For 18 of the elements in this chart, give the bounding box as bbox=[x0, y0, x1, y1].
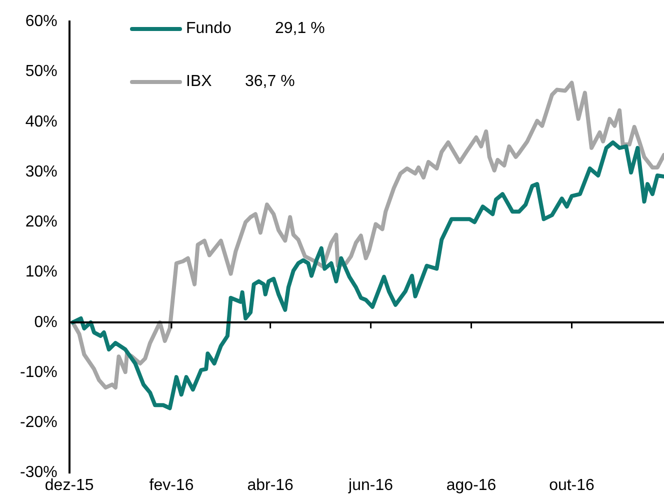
legend-label: Fundo bbox=[186, 20, 232, 38]
y-tick-label: 20% bbox=[25, 214, 58, 231]
y-tick-label: -10% bbox=[20, 364, 58, 381]
y-tick-label: 10% bbox=[25, 264, 58, 281]
x-tick-label: out-16 bbox=[549, 476, 595, 494]
y-tick-label: 30% bbox=[25, 163, 58, 180]
y-tick-label: 40% bbox=[25, 113, 58, 130]
x-tick-label: ago-16 bbox=[446, 476, 496, 494]
y-tick-label: 0% bbox=[34, 314, 58, 331]
annotation: 36,7 % bbox=[245, 73, 295, 91]
x-tick-label: jun-16 bbox=[348, 476, 394, 494]
y-tick-label: 60% bbox=[25, 13, 58, 30]
y-tick-label: 50% bbox=[25, 63, 58, 80]
x-tick-label: fev-16 bbox=[149, 476, 194, 494]
x-tick-label: abr-16 bbox=[247, 476, 294, 494]
legend-label: IBX bbox=[186, 73, 212, 91]
y-tick-label: -20% bbox=[20, 414, 58, 432]
annotation: 29,1 % bbox=[275, 20, 325, 38]
